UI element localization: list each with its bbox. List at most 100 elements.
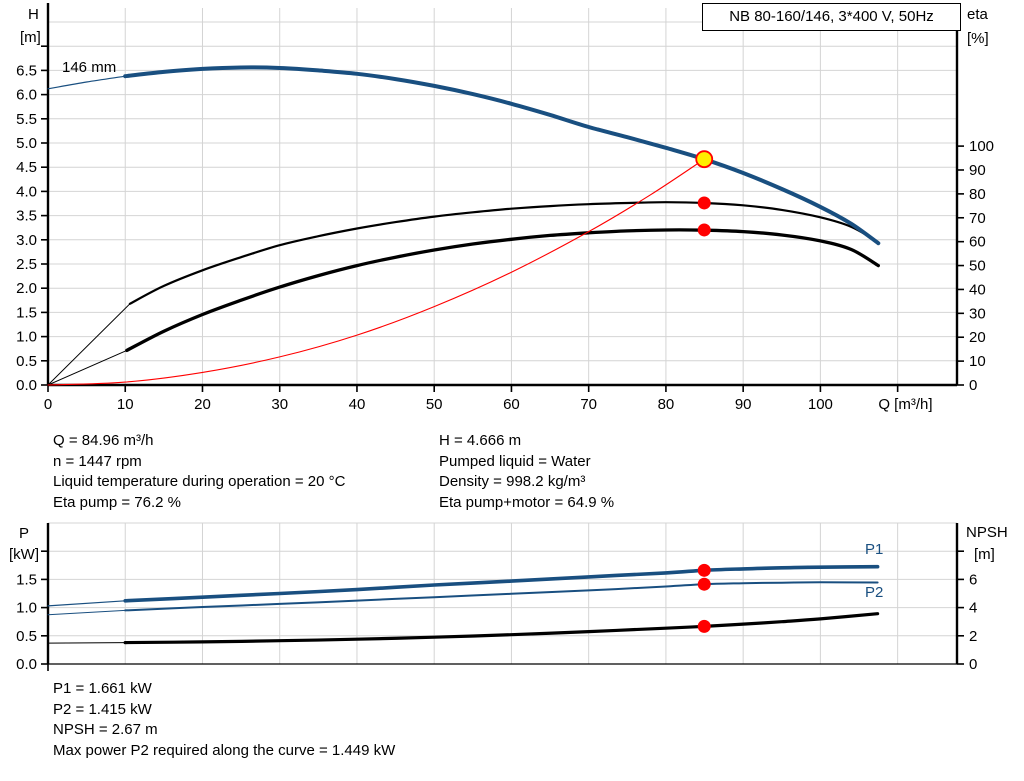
head-curve-lead <box>47 75 126 90</box>
x-tick-label: 70 <box>580 396 597 413</box>
npsh-axis-unit: [m] <box>974 546 995 563</box>
y-right-tick-label: 6 <box>969 571 977 588</box>
duty-flow-value: Q = 84.96 m³/h <box>53 432 154 449</box>
impeller-diameter-label: 146 mm <box>62 59 117 76</box>
x-tick-label: 40 <box>349 396 366 413</box>
y-right-tick-label: 100 <box>969 138 994 155</box>
y-left-tick-label: 4.5 <box>16 159 37 176</box>
duty-density-value: Density = 998.2 kg/m³ <box>439 473 586 491</box>
x-axis-unit-label: Q [m³/h] <box>878 396 932 413</box>
p2-curve-lead <box>47 609 126 616</box>
y-left-tick-label: 5.5 <box>16 111 37 128</box>
y-right-tick-label: 4 <box>969 600 977 617</box>
duty-temperature-value: Liquid temperature during operation = 20… <box>53 473 346 491</box>
y-right-tick-label: 20 <box>969 329 986 346</box>
y-left-tick-label: 3.0 <box>16 232 37 249</box>
y-right-tick-label: 50 <box>969 258 986 275</box>
p1-curve-label: P1 <box>865 541 884 558</box>
y-right-tick-label: 30 <box>969 305 986 322</box>
y-left-tick-label: 1.5 <box>16 571 37 588</box>
duty-speed-value: n = 1447 rpm <box>53 452 142 470</box>
y-right-tick-label: 70 <box>969 210 986 227</box>
y-left-tick-label: 0.0 <box>16 656 37 673</box>
y-left-tick-label: 0.5 <box>16 353 37 370</box>
result-p1-value: P1 = 1.661 kW <box>53 680 152 697</box>
y-left-tick-label: 6.0 <box>16 87 37 104</box>
results-block: P1 = 1.661 kW P2 = 1.415 kW NPSH = 2.67 … <box>53 679 395 762</box>
eta-pump-curve-lead <box>47 303 131 386</box>
chart-title: NB 80-160/146, 3*400 V, 50Hz <box>729 8 934 25</box>
p-axis-unit: [kW] <box>9 546 39 563</box>
p-axis-title: P <box>19 525 30 542</box>
duty-data-left-column: Q = 84.96 m³/h n = 1447 rpm Liquid tempe… <box>53 431 345 514</box>
npsh-curve <box>123 612 880 645</box>
x-tick-label: 0 <box>44 396 52 413</box>
npsh-axis-title: NPSH <box>966 524 1008 541</box>
y-right-tick-label: 40 <box>969 281 986 298</box>
x-tick-label: 30 <box>271 396 288 413</box>
y-right-tick-label: 60 <box>969 234 986 251</box>
eta-pump-motor-curve-lead <box>47 349 128 386</box>
p2-curve <box>124 581 879 612</box>
p1-curve-lead <box>47 600 126 607</box>
x-tick-label: 100 <box>808 396 833 413</box>
y-right-tick-label: 0 <box>969 377 977 394</box>
duty-head-value: H = 4.666 m <box>439 432 522 449</box>
x-tick-label: 60 <box>503 396 520 413</box>
result-p2-value: P2 = 1.415 kW <box>53 700 152 718</box>
chart-title-box: NB 80-160/146, 3*400 V, 50Hz <box>702 3 961 31</box>
eta-pump-point <box>697 196 711 210</box>
ticks <box>41 45 964 392</box>
power-npsh-chart: 0.0 0.5 1.0 1.5 0 2 4 6 <box>16 522 977 673</box>
eta-pump-motor-point <box>697 223 711 237</box>
y-right-tick-label: 0 <box>969 656 977 673</box>
eta-pump-curve <box>128 201 879 305</box>
x-tick-label: 10 <box>117 396 134 413</box>
y-right-tick-label: 90 <box>969 162 986 179</box>
y-left-tick-label: 2.5 <box>16 256 37 273</box>
axes <box>46 523 959 665</box>
y-left-tick-label: 0.0 <box>16 377 37 394</box>
y-right-tick-label: 10 <box>969 353 986 370</box>
gridlines <box>48 8 957 385</box>
result-npsh-value: NPSH = 2.67 m <box>53 721 158 739</box>
p2-curve-label: P2 <box>865 584 884 601</box>
x-tick-label: 50 <box>426 396 443 413</box>
h-axis-title: H <box>28 6 39 23</box>
ticks <box>41 550 964 671</box>
tick-labels: 0.0 0.5 1.0 1.5 0 2 4 6 <box>16 571 977 673</box>
p1-point <box>697 563 711 577</box>
y-left-tick-label: 6.5 <box>16 62 37 79</box>
x-tick-label: 20 <box>194 396 211 413</box>
p1-curve <box>123 564 880 603</box>
y-right-tick-label: 2 <box>969 628 977 645</box>
eta-axis-title: eta <box>967 6 988 23</box>
duty-liquid-value: Pumped liquid = Water <box>439 452 591 470</box>
result-max-power-value: Max power P2 required along the curve = … <box>53 742 396 760</box>
x-tick-label: 80 <box>658 396 675 413</box>
qh-eta-chart: 0.0 0.5 1.0 1.5 2.0 2.5 3.0 3.5 4.0 4.5 5.0 5.5 6.0 6… <box>16 3 994 413</box>
y-left-tick-label: 5.0 <box>16 135 37 152</box>
duty-eta-pump-motor-value: Eta pump+motor = 64.9 % <box>439 494 615 512</box>
y-left-tick-label: 0.5 <box>16 628 37 645</box>
eta-axis-unit: [%] <box>967 30 989 47</box>
affinity-parabola <box>47 158 705 386</box>
y-left-tick-label: 1.0 <box>16 600 37 617</box>
head-curve <box>123 65 881 246</box>
y-left-tick-label: 3.5 <box>16 208 37 225</box>
y-left-tick-label: 2.0 <box>16 280 37 297</box>
x-tick-label: 90 <box>735 396 752 413</box>
y-left-tick-label: 1.0 <box>16 329 37 346</box>
y-right-tick-label: 80 <box>969 186 986 203</box>
h-axis-unit: [m] <box>20 29 41 46</box>
duty-data-right-column: H = 4.666 m Pumped liquid = Water Densit… <box>439 431 614 514</box>
duty-point[interactable] <box>695 150 714 169</box>
tick-labels: 0.0 0.5 1.0 1.5 2.0 2.5 3.0 3.5 4.0 4.5 5.0 5.5 6.0 6… <box>16 62 994 413</box>
npsh-curve-lead <box>47 642 126 644</box>
npsh-point <box>697 619 711 633</box>
eta-pump-motor-curve <box>125 228 880 353</box>
p2-point <box>697 577 711 591</box>
y-left-tick-label: 4.0 <box>16 183 37 200</box>
y-left-tick-label: 1.5 <box>16 304 37 321</box>
